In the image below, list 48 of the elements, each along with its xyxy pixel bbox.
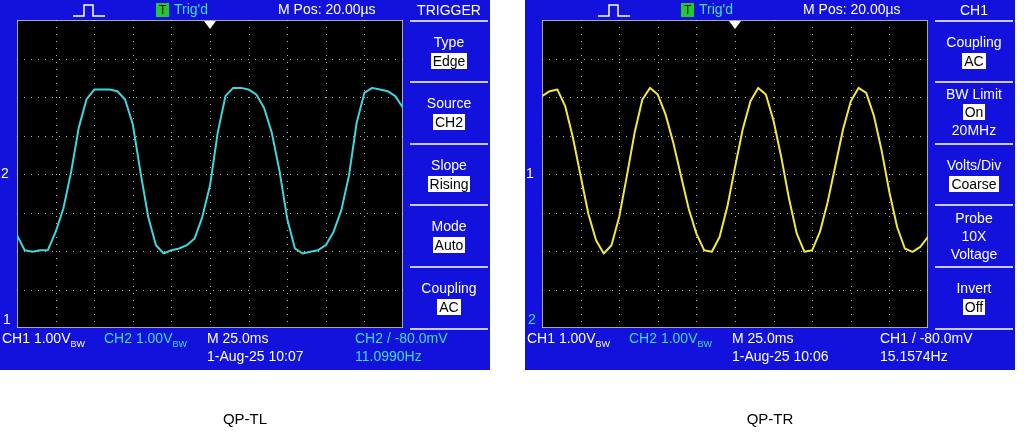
text: CH2 1.00V$_{BW}$ [104, 330, 187, 349]
text: 1 [526, 165, 534, 181]
text: 2 [528, 311, 536, 327]
text: Off [962, 299, 986, 315]
text: AC [962, 53, 986, 69]
text: Slope [431, 157, 467, 173]
text: 1-Aug-25 10:07 [207, 348, 304, 364]
text: Auto [432, 237, 466, 253]
text: Probe [955, 210, 993, 226]
text: TRIGGER [417, 2, 481, 18]
text: CH1 [959, 2, 988, 18]
text: M 25.0ms [732, 330, 794, 346]
text: 15.1574Hz [880, 348, 948, 364]
text: Coupling [946, 34, 1002, 50]
text: 20MHz [951, 122, 997, 138]
text: Mode [431, 218, 467, 234]
text: CH2 / -80.0mV [355, 330, 448, 346]
text: M Pos: 20.00µs [278, 1, 376, 17]
text: AC [437, 299, 461, 315]
text: CH2 [432, 114, 465, 130]
text: Voltage [950, 246, 998, 262]
text: Edge [430, 53, 468, 69]
text: Coarse [949, 176, 999, 192]
text: M 25.0ms [207, 330, 269, 346]
text: 1-Aug-25 10:06 [732, 348, 829, 364]
text: QP-TR [745, 410, 795, 427]
text: Coupling [421, 280, 477, 296]
text: T [681, 3, 695, 17]
text: Volts/Div [946, 157, 1002, 173]
text: 11.0990Hz [355, 348, 422, 364]
text: QP-TL [221, 410, 269, 427]
text: Invert [956, 280, 992, 296]
text: Trig'd [699, 1, 734, 17]
text: CH1 1.00V$_{BW}$ [527, 330, 610, 349]
text: Rising [427, 176, 471, 192]
text: Type [433, 34, 465, 50]
text: M Pos: 20.00µs [803, 1, 901, 17]
text: Source [426, 95, 472, 111]
text: BW Limit [946, 86, 1002, 102]
text: T [156, 3, 170, 17]
text: Trig'd [174, 1, 209, 17]
text: CH1 / -80.0mV [880, 330, 973, 346]
text: 10X [961, 228, 987, 244]
text: 2 [1, 165, 9, 181]
text: 1 [3, 311, 11, 327]
text: CH1 1.00V$_{BW}$ [2, 330, 85, 349]
text: CH2 1.00V$_{BW}$ [629, 330, 712, 349]
text: On [962, 104, 986, 120]
